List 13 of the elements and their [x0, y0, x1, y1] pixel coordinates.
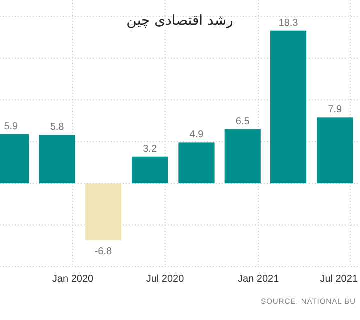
- x-tick-label: Jul 2021: [320, 274, 358, 285]
- data-label: 3.2: [143, 144, 158, 155]
- x-tick-label: Jan 2021: [238, 274, 280, 285]
- data-label: 5.8: [50, 122, 65, 134]
- data-label: 7.9: [328, 104, 343, 116]
- data-label: -6.8: [94, 246, 112, 258]
- data-label: 18.3: [278, 18, 299, 29]
- x-tick-label: Jan 2020: [52, 274, 94, 285]
- data-label: 5.9: [4, 121, 19, 132]
- x-tick-label: Jul 2020: [146, 274, 185, 285]
- data-label: 4.9: [190, 130, 204, 141]
- text: رشد اقتصادی چین: [126, 13, 234, 29]
- data-label: 6.5: [236, 116, 250, 128]
